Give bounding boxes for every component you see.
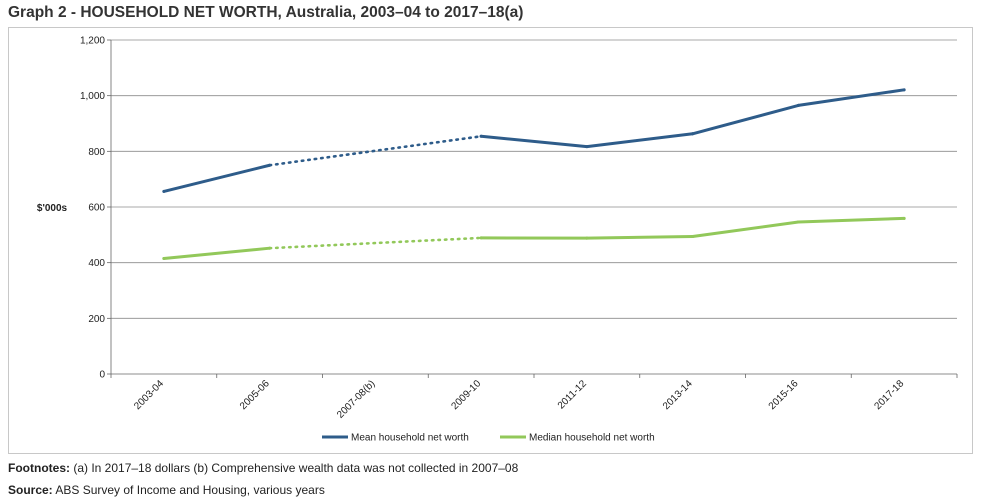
y-tick-label: 1,200 (80, 36, 105, 47)
source-text: ABS Survey of Income and Housing, variou… (52, 483, 325, 497)
line-segment-mean (479, 134, 589, 149)
x-tick-label: 2013-14 (661, 378, 695, 412)
data-point-median (691, 235, 695, 239)
y-tick-label: 1,000 (80, 91, 105, 102)
x-tick-label: 2007-08(b) (335, 378, 377, 420)
chart-frame (8, 27, 973, 454)
x-tick-label: 2017-18 (873, 378, 907, 412)
y-tick-label: 400 (88, 258, 105, 269)
footnotes: Footnotes: (a) In 2017–18 dollars (b) Co… (8, 461, 518, 475)
data-point-median (479, 236, 483, 240)
y-tick-label: 600 (88, 203, 105, 214)
data-point-mean (585, 145, 589, 149)
data-point-median (585, 236, 589, 240)
chart-title: Graph 2 - HOUSEHOLD NET WORTH, Australia… (8, 4, 524, 21)
source: Source: ABS Survey of Income and Housing… (8, 483, 325, 497)
x-tick-label: 2003-04 (132, 378, 166, 412)
line-segment-mean (796, 88, 906, 107)
data-point-median (268, 246, 272, 250)
line-segment-mean (585, 132, 695, 149)
y-axis-label: $'000s (37, 203, 68, 214)
x-tick-label: 2015-16 (767, 378, 801, 412)
data-point-median (162, 256, 166, 260)
y-tick-label: 200 (88, 314, 105, 325)
data-point-mean (479, 134, 483, 138)
data-point-median (902, 216, 906, 220)
x-tick-label: 2005-06 (238, 378, 272, 412)
line-segment-median (796, 216, 906, 224)
footnotes-text: (a) In 2017–18 dollars (b) Comprehensive… (70, 461, 519, 475)
dotted-segment-mean (268, 135, 483, 167)
legend-label-median: Median household net worth (529, 433, 655, 444)
data-point-mean (268, 163, 272, 167)
y-tick-label: 800 (88, 147, 105, 158)
line-segment-mean (691, 103, 800, 136)
data-point-median (796, 220, 800, 224)
line-chart: 0 200 400 600 800 1,000 1,200 $'000s 2003-04 2005… (37, 36, 958, 444)
data-point-mean (691, 132, 695, 136)
line-segment-mean (162, 163, 272, 193)
dotted-segment-median (268, 236, 483, 250)
source-label: Source: (8, 483, 53, 497)
line-segment-median (691, 220, 800, 239)
data-point-mean (796, 103, 800, 107)
legend-label-mean: Mean household net worth (351, 433, 469, 444)
data-point-mean (902, 88, 906, 92)
footnotes-label: Footnotes: (8, 461, 70, 475)
x-tick-label: 2009-10 (450, 378, 484, 412)
line-segment-median (585, 235, 695, 240)
x-tick-label: 2011-12 (556, 378, 590, 412)
line-segment-median (162, 246, 272, 260)
data-point-mean (162, 189, 166, 193)
y-tick-label: 0 (99, 370, 105, 381)
